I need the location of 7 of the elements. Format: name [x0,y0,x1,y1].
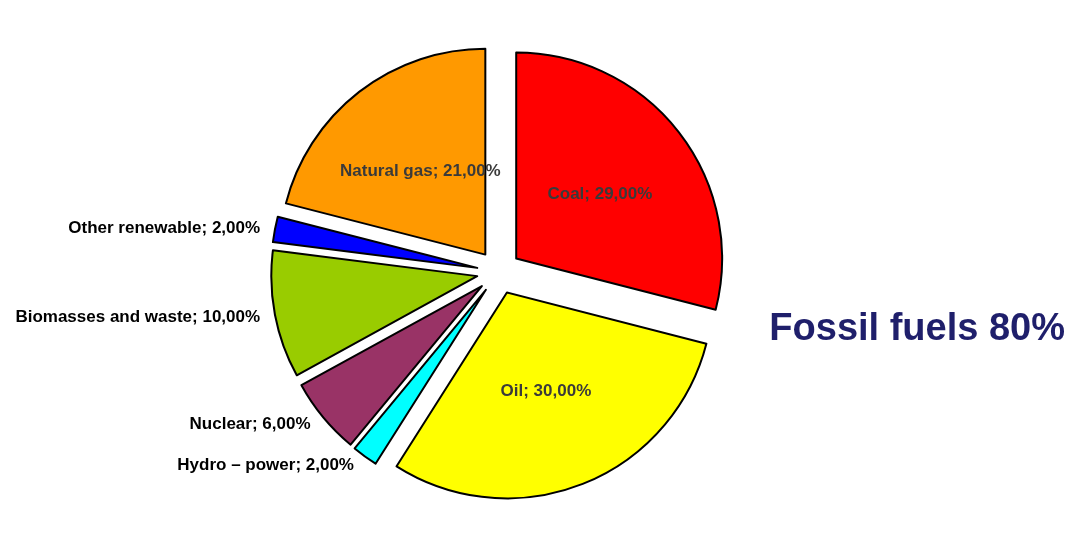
slice-label: Other renewable; 2,00% [68,217,261,237]
slice-label: Nuclear; 6,00% [189,414,311,434]
slice-label: Coal; 29,00% [547,184,653,204]
slice-label: Oil; 30,00% [500,381,592,401]
slice-label: Hydro – power; 2,00% [177,454,354,474]
text: Fossil fuels 80% [769,306,1065,348]
slice-label: Biomasses and waste; 10,00% [15,307,261,327]
